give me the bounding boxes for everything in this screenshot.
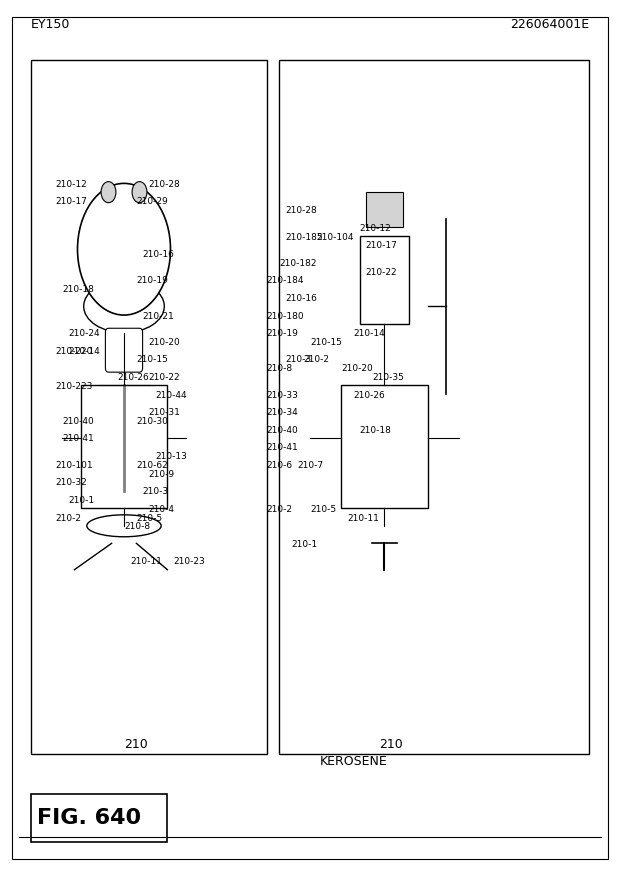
Text: 210-62: 210-62 [136, 460, 168, 469]
Text: 210-19: 210-19 [136, 276, 168, 285]
Bar [31, 794, 167, 842]
Text: 210-18: 210-18 [360, 425, 391, 434]
Bar [279, 61, 589, 754]
Text: EY150: EY150 [31, 18, 71, 31]
Text: 210-12: 210-12 [56, 180, 87, 189]
Text: 210-14: 210-14 [353, 329, 385, 338]
Text: 210-23: 210-23 [174, 557, 205, 566]
Text: 210-11: 210-11 [347, 513, 379, 522]
Text: 210-182: 210-182 [279, 259, 316, 267]
Text: 210-33: 210-33 [267, 390, 298, 399]
Text: 210-1: 210-1 [291, 539, 317, 548]
Text: 210-31: 210-31 [149, 408, 180, 417]
Text: 210-40: 210-40 [62, 417, 94, 425]
Text: 210-17: 210-17 [56, 197, 87, 206]
Bar [31, 61, 267, 754]
Text: 210-29: 210-29 [136, 197, 168, 206]
Text: 210-2: 210-2 [267, 504, 293, 513]
Ellipse shape [87, 515, 161, 537]
Text: 210-22: 210-22 [366, 267, 397, 276]
Bar [81, 386, 167, 509]
Text: 210-223: 210-223 [56, 381, 93, 390]
Text: 210-21: 210-21 [143, 311, 174, 320]
Text: 210-18: 210-18 [62, 285, 94, 294]
Text: 210-6: 210-6 [267, 460, 293, 469]
Text: 210-5: 210-5 [136, 513, 162, 522]
Text: 210: 210 [379, 737, 402, 750]
Text: 210-9: 210-9 [149, 469, 175, 478]
Text: 210-185: 210-185 [285, 232, 323, 241]
Text: 210-34: 210-34 [267, 408, 298, 417]
Text: KEROSENE: KEROSENE [319, 754, 388, 767]
Text: 210-26: 210-26 [353, 390, 385, 399]
Text: 210-11: 210-11 [130, 557, 162, 566]
Text: 210-4: 210-4 [149, 504, 175, 513]
Text: 210-15: 210-15 [136, 355, 168, 364]
Circle shape [132, 182, 147, 203]
Bar [341, 386, 428, 509]
Text: 210: 210 [125, 737, 148, 750]
Text: 210-16: 210-16 [143, 250, 174, 259]
Text: 210-3: 210-3 [285, 355, 311, 364]
Text: 210-13: 210-13 [155, 452, 187, 460]
Text: 210-2: 210-2 [56, 513, 82, 522]
Text: 210-20: 210-20 [341, 364, 373, 373]
Text: 210-180: 210-180 [267, 311, 304, 320]
Text: FIG. 640: FIG. 640 [37, 808, 141, 827]
Text: 210-17: 210-17 [366, 241, 397, 250]
FancyBboxPatch shape [105, 329, 143, 373]
Text: 210-35: 210-35 [372, 373, 404, 381]
Text: 210-12: 210-12 [360, 224, 391, 232]
Text: 210-28: 210-28 [149, 180, 180, 189]
Text: 210-104: 210-104 [316, 232, 353, 241]
Text: 210-3: 210-3 [143, 487, 169, 496]
Text: 210-30: 210-30 [136, 417, 168, 425]
Text: 210-41: 210-41 [62, 434, 94, 443]
Text: 210-32: 210-32 [56, 478, 87, 487]
Text: 210-26: 210-26 [118, 373, 149, 381]
Text: 210-7: 210-7 [298, 460, 324, 469]
Circle shape [101, 182, 116, 203]
Circle shape [78, 184, 170, 316]
Text: 210-15: 210-15 [310, 338, 342, 346]
Text: 210-184: 210-184 [267, 276, 304, 285]
Text: 210-5: 210-5 [310, 504, 336, 513]
Text: 210-20: 210-20 [149, 338, 180, 346]
Ellipse shape [84, 281, 164, 333]
Text: 210-101: 210-101 [56, 460, 94, 469]
Text: 210-28: 210-28 [285, 206, 317, 215]
Text: 210-2: 210-2 [304, 355, 330, 364]
Text: 210-19: 210-19 [267, 329, 298, 338]
Text: 210-24: 210-24 [68, 329, 100, 338]
Bar [366, 193, 403, 228]
Text: 210-1: 210-1 [68, 496, 94, 504]
Text: 210-8: 210-8 [267, 364, 293, 373]
Text: 210-220: 210-220 [56, 346, 93, 355]
Text: 210-41: 210-41 [267, 443, 298, 452]
Text: 210-14: 210-14 [68, 346, 100, 355]
Bar [360, 237, 409, 324]
Text: 210-44: 210-44 [155, 390, 187, 399]
Text: 210-40: 210-40 [267, 425, 298, 434]
Text: 210-22: 210-22 [149, 373, 180, 381]
Text: 210-8: 210-8 [124, 522, 150, 531]
Text: 226064001E: 226064001E [510, 18, 589, 31]
Text: 210-16: 210-16 [285, 294, 317, 303]
